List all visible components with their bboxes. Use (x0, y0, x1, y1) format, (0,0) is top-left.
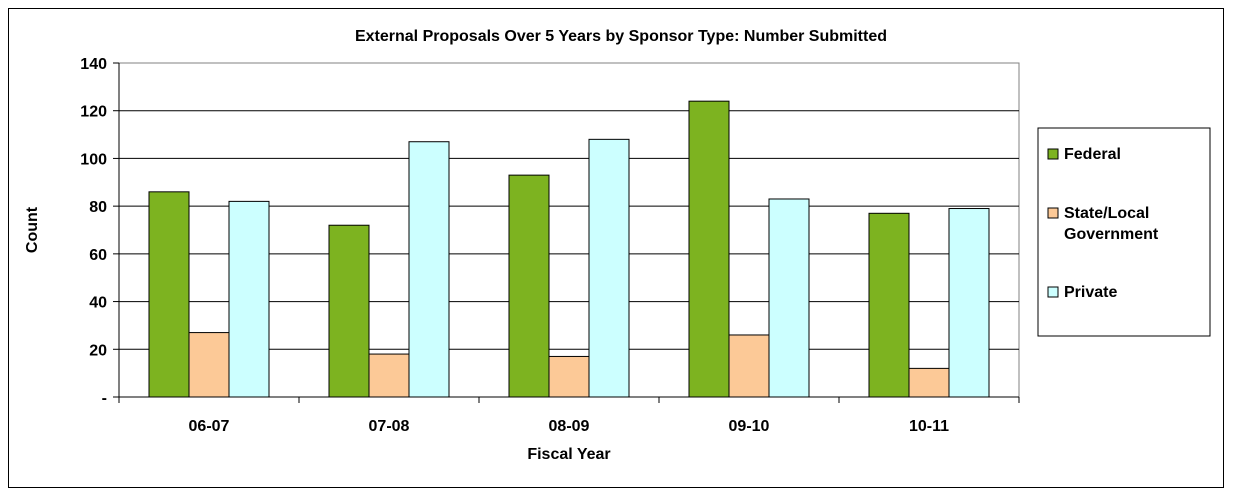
bar-federal-09-10 (688, 100, 730, 398)
y-axis-title: Count (24, 206, 41, 253)
y-tick-label: - (102, 390, 107, 407)
y-tick-label: 60 (89, 247, 107, 264)
x-tick-label: 07-08 (369, 418, 410, 435)
bar-state-local-government-10-11 (908, 367, 950, 398)
y-tick-label: 80 (89, 199, 107, 216)
y-tick-label: 100 (80, 151, 107, 168)
bar-state-local-government-07-08 (368, 353, 410, 398)
bar-federal-08-09 (508, 174, 550, 398)
legend-label: Federal (1064, 146, 1121, 163)
bar-chart: External Proposals Over 5 Years by Spons… (24, 28, 1211, 463)
y-tick-label: 140 (80, 56, 107, 73)
bar-federal-06-07 (148, 191, 190, 398)
x-tick-label: 10-11 (909, 418, 949, 435)
chart-frame: External Proposals Over 5 Years by Spons… (8, 8, 1224, 488)
legend-label: Private (1064, 284, 1117, 301)
legend: Federal State/Local Government Private (1037, 127, 1211, 337)
legend-swatch (1047, 286, 1059, 298)
legend-swatch (1047, 207, 1059, 219)
y-tick-label: 20 (89, 342, 107, 359)
x-tick-label: 06-07 (189, 418, 230, 435)
legend-swatch (1047, 148, 1059, 160)
x-tick-label: 08-09 (549, 418, 590, 435)
bars (148, 100, 990, 398)
bar-state-local-government-06-07 (188, 332, 230, 398)
legend-box (1037, 127, 1211, 337)
chart-title: External Proposals Over 5 Years by Spons… (355, 28, 887, 45)
bar-federal-10-11 (868, 212, 910, 398)
bar-federal-07-08 (328, 224, 370, 398)
bar-private-10-11 (948, 208, 990, 398)
bar-private-08-09 (588, 138, 630, 398)
bar-private-06-07 (228, 200, 270, 398)
x-axis-title: Fiscal Year (527, 446, 610, 463)
bar-state-local-government-09-10 (728, 334, 770, 398)
y-tick-label: 120 (80, 104, 107, 121)
bar-private-07-08 (408, 141, 450, 398)
bar-private-09-10 (768, 198, 810, 398)
bar-state-local-government-08-09 (548, 355, 590, 398)
x-tick-label: 09-10 (729, 418, 770, 435)
y-tick-label: 40 (89, 295, 107, 312)
axes: - 20 40 60 80 100 120 140 06-07 07-08 08-09 09-10 10… (80, 56, 1020, 435)
legend-label: State/Local Government (1064, 205, 1159, 243)
